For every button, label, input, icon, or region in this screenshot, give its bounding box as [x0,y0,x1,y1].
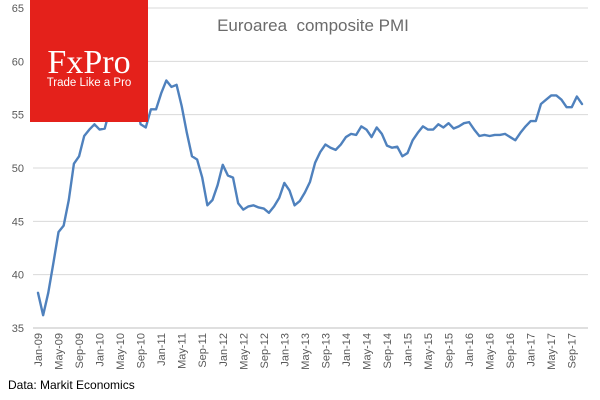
x-tick-label: May-16 [485,333,497,370]
source-note: Data: Markit Economics [8,378,135,392]
x-tick-label: Jan-17 [526,333,538,367]
x-tick-label: Jan-09 [33,333,45,367]
x-tick-label: May-09 [54,333,66,370]
x-tick-label: Jan-13 [279,333,291,367]
x-tick-label: Jan-10 [95,333,107,367]
y-tick-label: 35 [12,323,24,335]
y-tick-label: 50 [12,163,24,175]
x-tick-label: May-12 [238,333,250,370]
x-tick-label: Sep-14 [382,333,394,368]
y-tick-label: 40 [12,270,24,282]
x-tick-label: May-10 [115,333,127,370]
y-tick-label: 45 [12,216,24,228]
y-axis-ticks: 35 40 45 50 55 60 65 [12,3,24,335]
x-tick-label: May-13 [300,333,312,370]
x-tick-label: Jan-11 [156,333,168,366]
x-tick-label: May-11 [177,333,189,369]
x-tick-label: Sep-09 [74,333,86,368]
x-tick-label: Jan-16 [464,333,476,367]
x-tick-label: Sep-10 [136,333,148,368]
x-tick-label: Sep-13 [320,333,332,368]
x-tick-label: Sep-16 [505,333,517,368]
y-tick-label: 55 [12,110,24,122]
x-tick-label: Sep-17 [567,333,579,368]
x-axis-ticks: Jan-09 May-09 Sep-09 Jan-10 May-10 Sep-10 Jan-… [33,333,579,370]
x-tick-label: May-17 [546,333,558,370]
logo-tagline: Trade Like a Pro [47,77,132,89]
x-tick-label: Sep-12 [259,333,271,368]
x-tick-label: Jan-15 [403,333,415,367]
x-tick-label: Sep-15 [444,333,456,368]
x-tick-label: Sep-11 [197,333,209,368]
logo-brand: FxPro [47,44,130,81]
y-tick-label: 65 [12,3,24,15]
x-tick-label: Jan-12 [218,333,230,367]
fxpro-logo: FxPro Trade Like a Pro [30,0,148,122]
x-tick-label: May-15 [423,333,435,370]
chart-title: Euroarea composite PMI [217,16,409,35]
logo-background [30,0,148,122]
x-tick-label: Jan-14 [341,333,353,367]
y-tick-label: 60 [12,56,24,68]
x-tick-label: May-14 [361,333,373,370]
